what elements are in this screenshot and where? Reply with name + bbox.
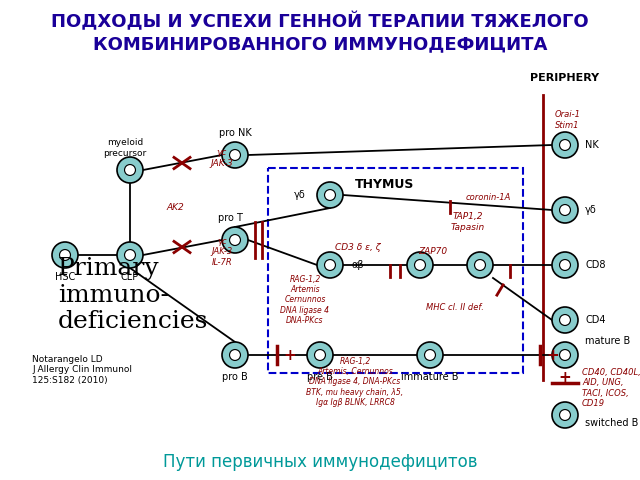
Text: HSC: HSC [55, 272, 75, 282]
Text: pre B: pre B [307, 372, 333, 382]
Text: NK: NK [585, 140, 599, 150]
Text: PERIPHERY: PERIPHERY [530, 73, 599, 83]
Circle shape [552, 307, 578, 333]
Circle shape [415, 260, 426, 270]
Text: CD8: CD8 [585, 260, 605, 270]
Circle shape [407, 252, 433, 278]
Text: immature B: immature B [401, 372, 459, 382]
Text: pro T: pro T [218, 213, 243, 223]
Circle shape [559, 314, 570, 325]
Text: +: + [559, 371, 572, 385]
Circle shape [324, 260, 335, 270]
Circle shape [552, 402, 578, 428]
Text: Notarangelo LD
J Allergy Clin Immunol
125:S182 (2010): Notarangelo LD J Allergy Clin Immunol 12… [32, 355, 132, 385]
Circle shape [417, 342, 443, 368]
Circle shape [125, 165, 136, 176]
Circle shape [467, 252, 493, 278]
Text: CLP: CLP [121, 272, 139, 282]
Circle shape [552, 342, 578, 368]
Text: Primary
immuno-
deficiencies: Primary immuno- deficiencies [58, 257, 209, 333]
Circle shape [552, 132, 578, 158]
Circle shape [222, 227, 248, 253]
Circle shape [552, 197, 578, 223]
Text: αβ: αβ [352, 260, 364, 270]
Circle shape [117, 157, 143, 183]
Circle shape [307, 342, 333, 368]
Circle shape [317, 182, 343, 208]
Text: TAP1,2
Tapasin: TAP1,2 Tapasin [451, 212, 485, 232]
Text: Orai-1
Stim1: Orai-1 Stim1 [555, 110, 581, 130]
Circle shape [324, 190, 335, 201]
Text: γδ: γδ [585, 205, 596, 215]
Text: switched B cell: switched B cell [585, 418, 640, 428]
Circle shape [559, 260, 570, 270]
Text: coronin-1A: coronin-1A [465, 193, 511, 203]
Text: Пути первичных иммунодефицитов: Пути первичных иммунодефицитов [163, 453, 477, 471]
Circle shape [559, 409, 570, 420]
Circle shape [559, 140, 570, 150]
Text: THYMUS: THYMUS [355, 179, 415, 192]
Text: RAG-1,2
Artemis, Cernunnos
DNA ligase 4, DNA-PKcs
BTK, mu heavy chain, λ5,
Igα I: RAG-1,2 Artemis, Cernunnos DNA ligase 4,… [307, 357, 404, 408]
Text: γδ: γδ [294, 190, 306, 200]
Circle shape [317, 252, 343, 278]
Text: CD40, CD40L,
AID, UNG,
TACI, ICOS,
CD19: CD40, CD40L, AID, UNG, TACI, ICOS, CD19 [582, 368, 640, 408]
Text: ПОДХОДЫ И УСПЕХИ ГЕННОЙ ТЕРАПИИ ТЯЖЕЛОГО: ПОДХОДЫ И УСПЕХИ ГЕННОЙ ТЕРАПИИ ТЯЖЕЛОГО [51, 12, 589, 32]
Text: MHC cl. II def.: MHC cl. II def. [426, 303, 484, 312]
Circle shape [559, 204, 570, 216]
Circle shape [230, 150, 241, 160]
Text: CD4: CD4 [585, 315, 605, 325]
Circle shape [230, 235, 241, 245]
Text: ZAP70: ZAP70 [419, 248, 447, 256]
Text: +: + [283, 348, 296, 362]
Circle shape [314, 349, 326, 360]
Text: RAG-1,2
Artemis
Cernunnos
DNA ligase 4
DNA-PKcs: RAG-1,2 Artemis Cernunnos DNA ligase 4 D… [280, 275, 330, 325]
Text: AK2: AK2 [166, 204, 184, 213]
Circle shape [559, 349, 570, 360]
Text: γc
JAK-3
IL-7R: γc JAK-3 IL-7R [211, 237, 232, 267]
Text: КОМБИНИРОВАННОГО ИММУНОДЕФИЦИТА: КОМБИНИРОВАННОГО ИММУНОДЕФИЦИТА [93, 35, 547, 53]
Text: myeloid
precursor: myeloid precursor [104, 138, 147, 158]
Text: mature B: mature B [585, 336, 630, 346]
Circle shape [222, 342, 248, 368]
Text: pro B: pro B [222, 372, 248, 382]
Circle shape [52, 242, 78, 268]
Text: γc
JAK-3: γc JAK-3 [211, 148, 234, 168]
Text: CD3 δ ε, ζ: CD3 δ ε, ζ [335, 243, 381, 252]
Circle shape [60, 250, 70, 261]
Text: pro NK: pro NK [219, 128, 252, 138]
Circle shape [552, 252, 578, 278]
Circle shape [117, 242, 143, 268]
Circle shape [474, 260, 486, 270]
Circle shape [125, 250, 136, 261]
Text: +: + [546, 348, 559, 362]
Circle shape [424, 349, 435, 360]
Circle shape [222, 142, 248, 168]
Circle shape [230, 349, 241, 360]
